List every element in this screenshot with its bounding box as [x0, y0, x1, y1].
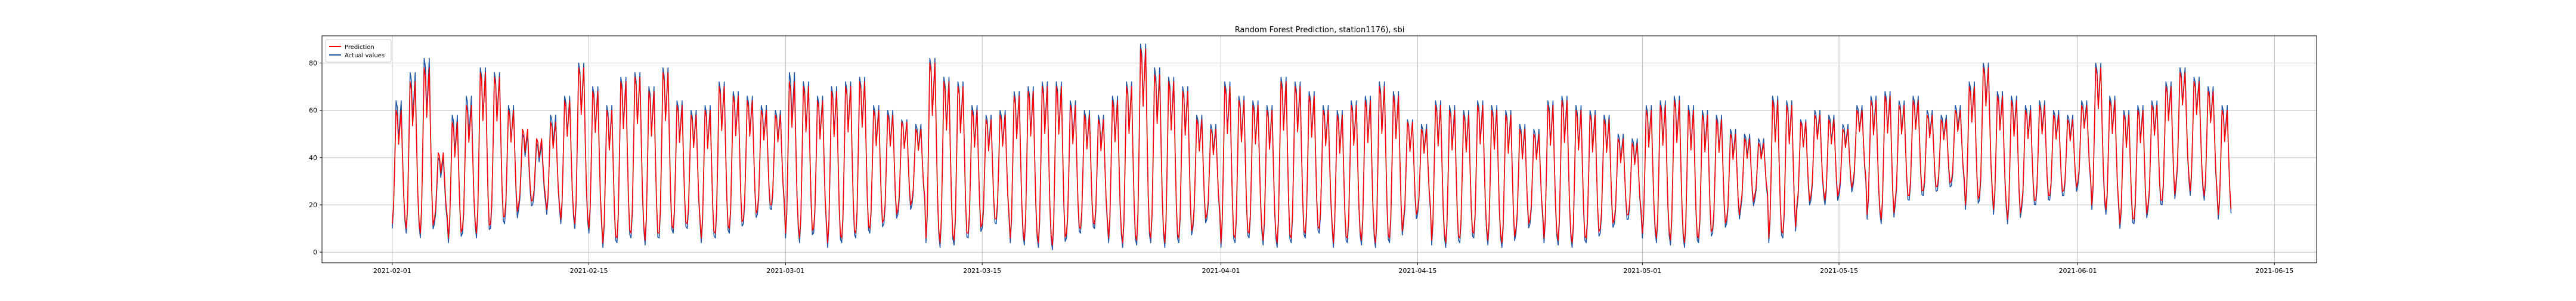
legend-label: Prediction — [345, 44, 374, 51]
x-tick-label: 2021-03-01 — [766, 267, 804, 275]
chart-title: Random Forest Prediction, station1176), … — [1235, 26, 1405, 35]
x-tick-label: 2021-06-01 — [2059, 267, 2097, 275]
x-tick-label: 2021-04-15 — [1398, 267, 1436, 275]
legend: Prediction Actual values — [325, 39, 392, 63]
plot-frame — [321, 35, 2317, 263]
x-tick-label: 2021-02-01 — [373, 267, 411, 275]
y-tick-label: 60 — [309, 107, 317, 115]
y-tick-label: 0 — [313, 248, 317, 256]
x-tick-label: 2021-04-01 — [1202, 267, 1240, 275]
x-tick-label: 2021-03-15 — [963, 267, 1001, 275]
y-tick-label: 20 — [309, 201, 317, 209]
y-tick-label: 80 — [309, 60, 317, 67]
series-prediction-line — [392, 48, 2232, 246]
x-tick-label: 2021-05-01 — [1623, 267, 1661, 275]
axes: 0 20 40 60 80 2021-02-01 2021-02-15 2021-03-01 2… — [309, 60, 2293, 275]
legend-box — [325, 39, 392, 63]
x-tick-label: 2021-02-15 — [570, 267, 608, 275]
legend-label: Actual values — [345, 53, 385, 59]
y-tick-label: 40 — [309, 154, 317, 162]
series-layer — [392, 44, 2232, 251]
x-tick-label: 2021-05-15 — [1820, 267, 1858, 275]
x-tick-label: 2021-06-15 — [2255, 267, 2293, 275]
